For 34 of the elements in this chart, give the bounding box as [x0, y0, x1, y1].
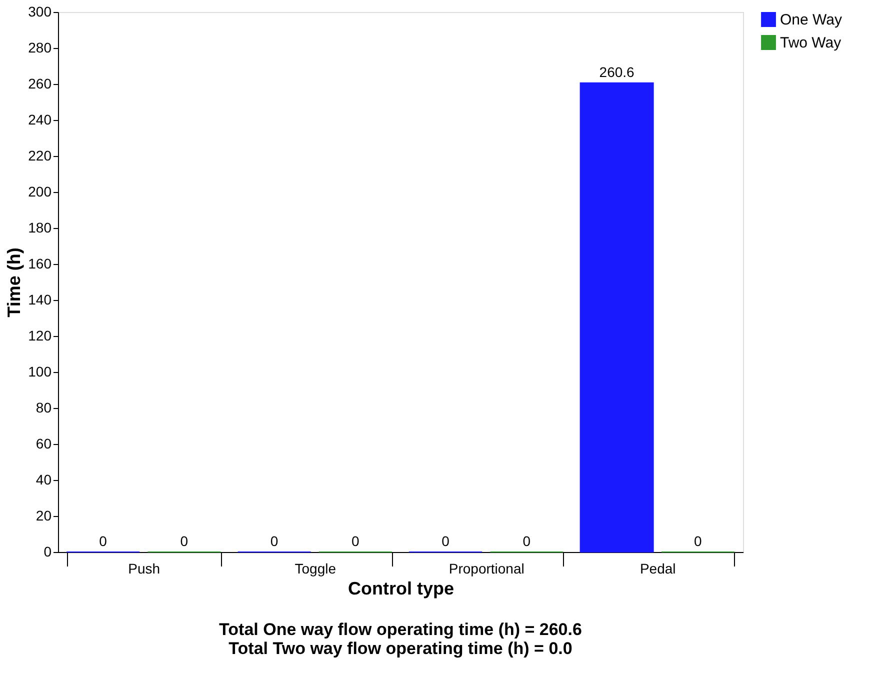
- legend-label: Two Way: [780, 34, 842, 52]
- x-tick-label: Toggle: [294, 560, 336, 576]
- data-label: 260.6: [599, 64, 635, 80]
- text: Total Two way flow operating time (h) = 0.0: [228, 639, 572, 658]
- y-tick-label: 100: [28, 364, 52, 380]
- y-tick-label: 240: [28, 112, 52, 128]
- data-label: 0: [180, 533, 188, 549]
- y-tick-label: 140: [28, 292, 52, 308]
- y-tick-label: 60: [36, 436, 52, 452]
- data-label: 0: [270, 533, 278, 549]
- y-tick-label: 80: [36, 400, 52, 416]
- data-label: 0: [442, 533, 450, 549]
- y-tick-label: 220: [28, 148, 52, 164]
- data-label: 0: [522, 533, 531, 549]
- legend-label: One Way: [780, 12, 842, 28]
- x-tick-label: Push: [128, 560, 160, 576]
- x-tick-label: Pedal: [640, 560, 676, 576]
- y-tick-label: 180: [28, 220, 52, 236]
- x-axis-title: Control type: [348, 578, 454, 598]
- y-tick-label: 20: [36, 508, 52, 524]
- y-axis-title: Time (h): [4, 248, 24, 318]
- y-tick-label: 160: [28, 256, 52, 272]
- y-tick-label: 300: [28, 4, 52, 20]
- data-label: 0: [99, 533, 108, 549]
- y-tick-label: 280: [28, 40, 52, 56]
- y-tick-label: 120: [28, 328, 52, 344]
- text: Total One way flow operating time (h) = 260.6: [219, 620, 582, 639]
- x-tick-label: Proportional: [448, 560, 524, 576]
- y-tick-label: 260: [28, 76, 52, 92]
- y-tick-label: 0: [44, 544, 52, 560]
- data-label: 0: [352, 533, 360, 549]
- y-tick-label: 200: [28, 184, 52, 200]
- data-label: 0: [694, 533, 702, 549]
- y-tick-label: 40: [36, 472, 52, 488]
